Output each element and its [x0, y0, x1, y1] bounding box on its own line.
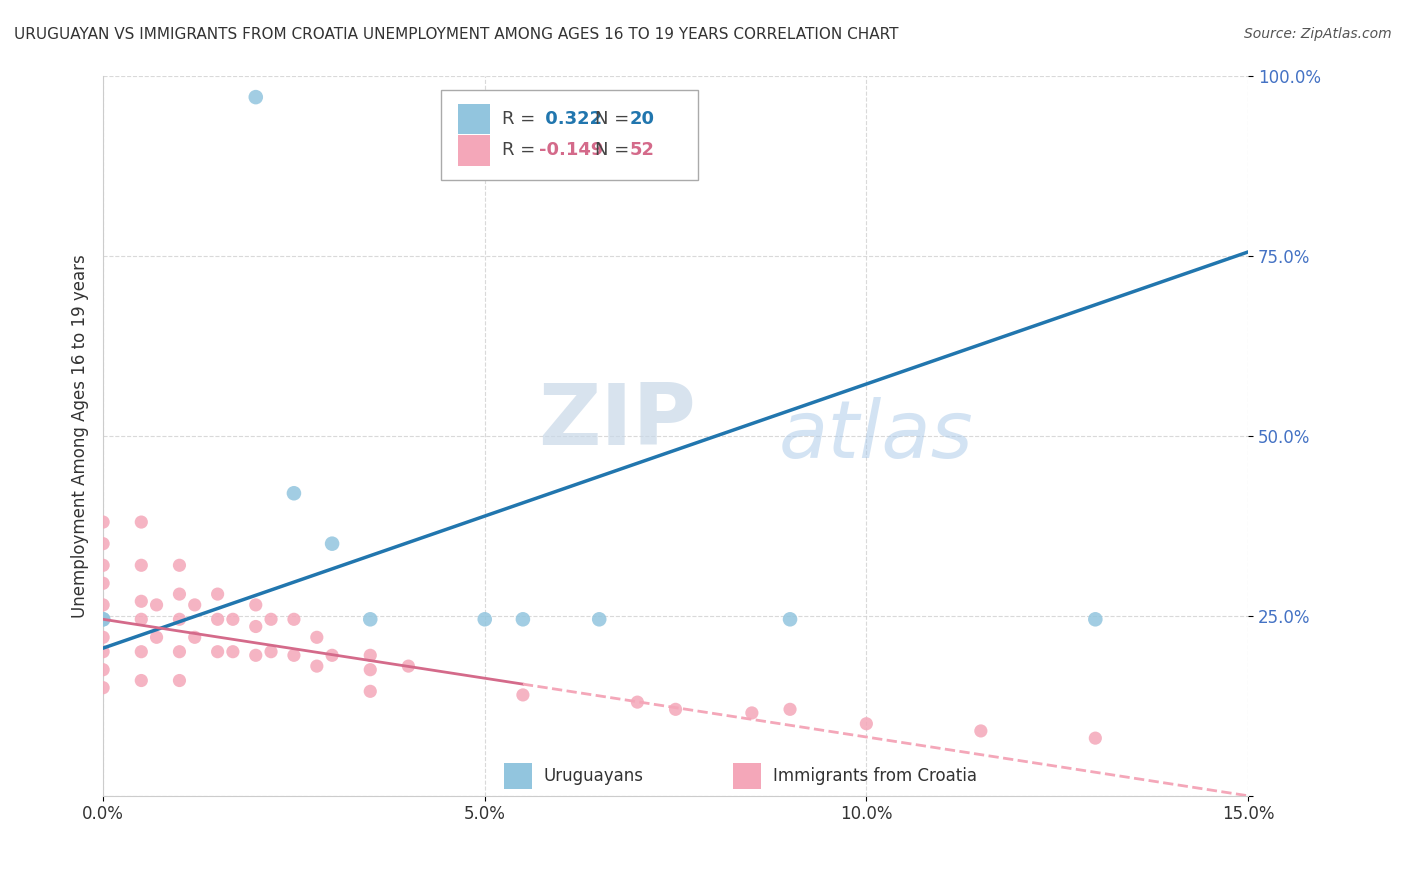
- Point: [183, 630, 205, 644]
- Point: [512, 612, 534, 626]
- Point: [91, 663, 114, 677]
- Point: [91, 558, 114, 573]
- Point: [359, 684, 381, 698]
- Text: Source: ZipAtlas.com: Source: ZipAtlas.com: [1244, 27, 1392, 41]
- Bar: [458, 103, 491, 134]
- Text: N =: N =: [595, 142, 636, 160]
- Y-axis label: Unemployment Among Ages 16 to 19 years: Unemployment Among Ages 16 to 19 years: [72, 253, 89, 617]
- Point: [183, 598, 205, 612]
- Text: N =: N =: [595, 110, 636, 128]
- Point: [207, 645, 229, 659]
- Point: [129, 645, 152, 659]
- Point: [474, 612, 496, 626]
- Text: URUGUAYAN VS IMMIGRANTS FROM CROATIA UNEMPLOYMENT AMONG AGES 16 TO 19 YEARS CORR: URUGUAYAN VS IMMIGRANTS FROM CROATIA UNE…: [14, 27, 898, 42]
- Point: [145, 598, 167, 612]
- Point: [779, 702, 801, 716]
- Point: [245, 648, 267, 663]
- Text: -0.149: -0.149: [540, 142, 603, 160]
- Point: [664, 702, 686, 716]
- Point: [260, 645, 283, 659]
- Text: 20: 20: [630, 110, 655, 128]
- Point: [359, 648, 381, 663]
- Point: [91, 598, 114, 612]
- Point: [91, 515, 114, 529]
- Text: R =: R =: [502, 110, 540, 128]
- Point: [91, 612, 114, 626]
- Point: [129, 515, 152, 529]
- Point: [91, 645, 114, 659]
- Text: 0.322: 0.322: [540, 110, 602, 128]
- Point: [512, 688, 534, 702]
- Point: [283, 486, 305, 500]
- Point: [207, 612, 229, 626]
- Point: [169, 558, 191, 573]
- Point: [91, 576, 114, 591]
- Point: [91, 612, 114, 626]
- Point: [970, 723, 993, 738]
- Point: [91, 612, 114, 626]
- Bar: [503, 764, 533, 789]
- Point: [321, 648, 343, 663]
- Point: [305, 630, 328, 644]
- Point: [91, 681, 114, 695]
- Point: [207, 587, 229, 601]
- FancyBboxPatch shape: [441, 90, 699, 180]
- Point: [129, 558, 152, 573]
- Point: [626, 695, 648, 709]
- Point: [91, 537, 114, 551]
- Point: [129, 594, 152, 608]
- Text: atlas: atlas: [779, 397, 973, 475]
- Point: [321, 537, 343, 551]
- Bar: [458, 136, 491, 166]
- Point: [855, 716, 877, 731]
- Text: Immigrants from Croatia: Immigrants from Croatia: [773, 766, 977, 785]
- Point: [169, 645, 191, 659]
- Point: [169, 673, 191, 688]
- Point: [588, 612, 610, 626]
- Text: ZIP: ZIP: [538, 380, 696, 463]
- Point: [222, 612, 245, 626]
- Text: 52: 52: [630, 142, 655, 160]
- Point: [145, 630, 167, 644]
- Text: R =: R =: [502, 142, 540, 160]
- Point: [245, 90, 267, 104]
- Point: [359, 663, 381, 677]
- Point: [129, 612, 152, 626]
- Point: [283, 612, 305, 626]
- Point: [396, 659, 419, 673]
- Point: [129, 673, 152, 688]
- Point: [1084, 731, 1107, 746]
- Point: [169, 612, 191, 626]
- Point: [1084, 612, 1107, 626]
- Point: [245, 619, 267, 633]
- Point: [741, 706, 763, 720]
- Point: [283, 648, 305, 663]
- Point: [169, 587, 191, 601]
- Point: [245, 598, 267, 612]
- Point: [222, 645, 245, 659]
- Point: [359, 612, 381, 626]
- Point: [305, 659, 328, 673]
- Point: [260, 612, 283, 626]
- Bar: [733, 764, 762, 789]
- Point: [91, 630, 114, 644]
- Point: [779, 612, 801, 626]
- Text: Uruguayans: Uruguayans: [544, 766, 644, 785]
